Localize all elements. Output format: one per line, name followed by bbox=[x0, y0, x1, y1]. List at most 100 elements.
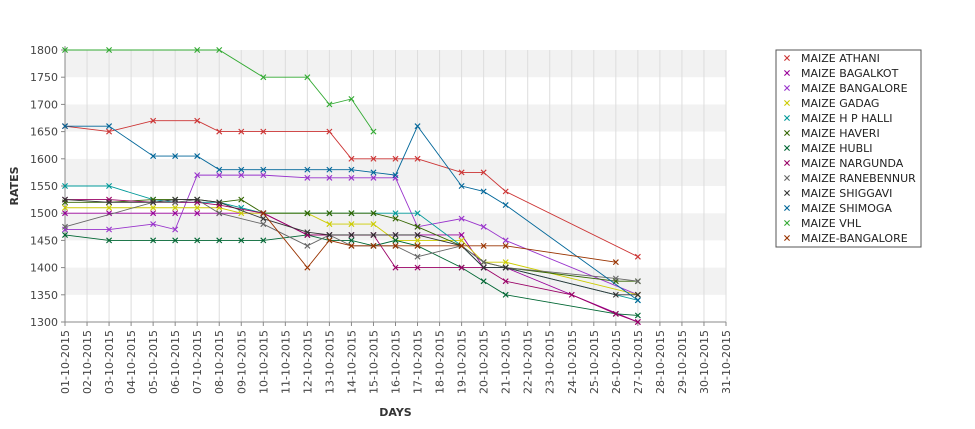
data-point bbox=[326, 128, 333, 135]
point-mark-stroke bbox=[784, 220, 790, 226]
x-tick-label: 04-10-2015 bbox=[125, 330, 138, 394]
point-mark-stroke bbox=[238, 166, 245, 173]
point-mark-stroke bbox=[62, 123, 68, 130]
data-point bbox=[502, 237, 509, 244]
point-mark-stroke bbox=[414, 231, 421, 238]
point-mark-stroke bbox=[304, 242, 311, 249]
point-mark-stroke bbox=[238, 196, 245, 203]
point-mark-stroke bbox=[106, 226, 113, 233]
data-point bbox=[150, 210, 157, 217]
data-point bbox=[348, 210, 355, 217]
point-mark-stroke bbox=[62, 223, 68, 230]
data-point bbox=[106, 237, 113, 244]
data-point bbox=[414, 231, 421, 238]
point-mark-stroke bbox=[784, 190, 790, 196]
legend-marker bbox=[784, 145, 790, 151]
point-mark-stroke bbox=[634, 312, 641, 319]
point-mark-stroke bbox=[326, 174, 333, 181]
point-mark-stroke bbox=[480, 169, 487, 176]
legend-label: MAIZE HUBLI bbox=[801, 142, 872, 155]
legend-marker bbox=[784, 175, 790, 181]
legend: MAIZE ATHANI MAIZE BAGALKOT MAIZE BANGALOR… bbox=[775, 49, 922, 248]
legend-label: MAIZE BAGALKOT bbox=[801, 67, 899, 80]
legend-marker bbox=[784, 85, 790, 91]
data-point bbox=[194, 204, 201, 211]
data-point bbox=[348, 166, 355, 173]
data-point bbox=[194, 153, 201, 160]
point-mark-stroke bbox=[348, 166, 355, 173]
series bbox=[62, 117, 641, 260]
data-point bbox=[502, 242, 509, 249]
point-mark-stroke bbox=[784, 100, 790, 106]
x-tick-label: 31-10-2015 bbox=[720, 330, 733, 394]
y-tick-label: 1450 bbox=[30, 234, 58, 247]
data-point bbox=[370, 169, 377, 176]
series-line bbox=[64, 120, 639, 258]
x-tick-label: 28-10-2015 bbox=[654, 330, 667, 394]
data-point bbox=[172, 196, 179, 203]
series bbox=[62, 204, 641, 298]
data-point bbox=[612, 310, 619, 317]
data-point bbox=[612, 275, 619, 282]
point-mark-stroke bbox=[194, 196, 201, 203]
point-mark-stroke bbox=[62, 231, 68, 238]
data-point bbox=[62, 47, 68, 53]
y-tick-labels: 1300 1350 1400 1450 1500 1550 1600 1650 1700 1750… bbox=[30, 44, 58, 329]
data-point bbox=[260, 210, 267, 217]
point-mark-stroke bbox=[502, 291, 509, 298]
data-point bbox=[480, 223, 487, 230]
x-tick-label: 20-10-2015 bbox=[478, 330, 491, 394]
point-mark-stroke bbox=[150, 210, 157, 217]
x-tick-label: 11-10-2015 bbox=[279, 330, 292, 394]
x-tick-label: 29-10-2015 bbox=[676, 330, 689, 394]
point-mark-stroke bbox=[784, 55, 790, 61]
data-point bbox=[392, 210, 399, 217]
point-mark-stroke bbox=[304, 174, 311, 181]
data-point bbox=[370, 174, 377, 181]
x-tick-label: 09-10-2015 bbox=[235, 330, 248, 394]
x-tick-label: 08-10-2015 bbox=[213, 330, 226, 394]
point-mark-stroke bbox=[392, 172, 399, 179]
point-mark-stroke bbox=[480, 264, 487, 271]
point-mark-stroke bbox=[106, 204, 113, 211]
point-mark-stroke bbox=[370, 242, 377, 249]
data-point bbox=[260, 237, 267, 244]
legend-marker bbox=[784, 160, 790, 166]
point-mark-stroke bbox=[458, 231, 465, 238]
data-point bbox=[326, 231, 333, 238]
legend-marker bbox=[784, 115, 790, 121]
data-point bbox=[392, 155, 399, 162]
y-tick-label: 1800 bbox=[30, 44, 58, 57]
data-point bbox=[216, 166, 223, 173]
data-point bbox=[150, 237, 157, 244]
data-point bbox=[194, 47, 201, 53]
legend-label: MAIZE HAVERI bbox=[801, 127, 880, 140]
legend-box bbox=[775, 49, 922, 248]
point-mark-stroke bbox=[784, 130, 790, 136]
point-mark-stroke bbox=[106, 123, 113, 130]
data-point bbox=[348, 231, 355, 238]
point-mark-stroke bbox=[194, 47, 201, 53]
legend-label: MAIZE RANEBENNUR bbox=[801, 172, 916, 185]
data-point bbox=[62, 223, 68, 230]
point-mark-stroke bbox=[612, 291, 619, 298]
point-mark-stroke bbox=[370, 169, 377, 176]
data-point bbox=[216, 199, 223, 206]
point-mark-stroke bbox=[194, 210, 201, 217]
series bbox=[260, 210, 619, 271]
data-point bbox=[304, 174, 311, 181]
point-mark-stroke bbox=[348, 237, 355, 244]
point-mark-stroke bbox=[216, 199, 223, 206]
data-point bbox=[414, 242, 421, 249]
x-tick-label: 17-10-2015 bbox=[412, 330, 425, 394]
point-mark-stroke bbox=[568, 291, 575, 298]
data-point bbox=[348, 242, 355, 249]
y-tick-label: 1300 bbox=[30, 316, 58, 329]
point-mark-stroke bbox=[634, 253, 641, 260]
data-point bbox=[348, 221, 355, 228]
y-tick-label: 1650 bbox=[30, 126, 58, 139]
data-point bbox=[392, 264, 399, 271]
point-mark-stroke bbox=[194, 117, 201, 124]
data-point bbox=[260, 166, 267, 173]
data-point bbox=[238, 237, 245, 244]
